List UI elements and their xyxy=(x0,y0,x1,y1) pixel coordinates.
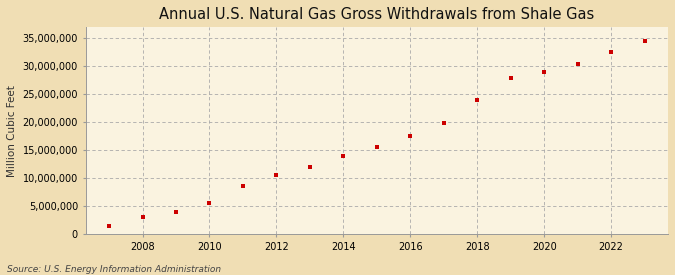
Point xyxy=(506,75,516,80)
Point xyxy=(271,173,282,177)
Point xyxy=(539,70,549,74)
Point xyxy=(405,134,416,138)
Point xyxy=(304,165,315,169)
Point xyxy=(204,201,215,205)
Y-axis label: Million Cubic Feet: Million Cubic Feet xyxy=(7,85,17,177)
Title: Annual U.S. Natural Gas Gross Withdrawals from Shale Gas: Annual U.S. Natural Gas Gross Withdrawal… xyxy=(159,7,595,22)
Point xyxy=(472,98,483,102)
Point xyxy=(639,39,650,43)
Point xyxy=(438,121,449,125)
Point xyxy=(171,209,182,214)
Point xyxy=(137,215,148,219)
Point xyxy=(371,145,382,150)
Point xyxy=(605,50,616,55)
Point xyxy=(338,153,349,158)
Point xyxy=(238,184,248,189)
Text: Source: U.S. Energy Information Administration: Source: U.S. Energy Information Administ… xyxy=(7,265,221,274)
Point xyxy=(572,61,583,66)
Point xyxy=(104,223,115,228)
